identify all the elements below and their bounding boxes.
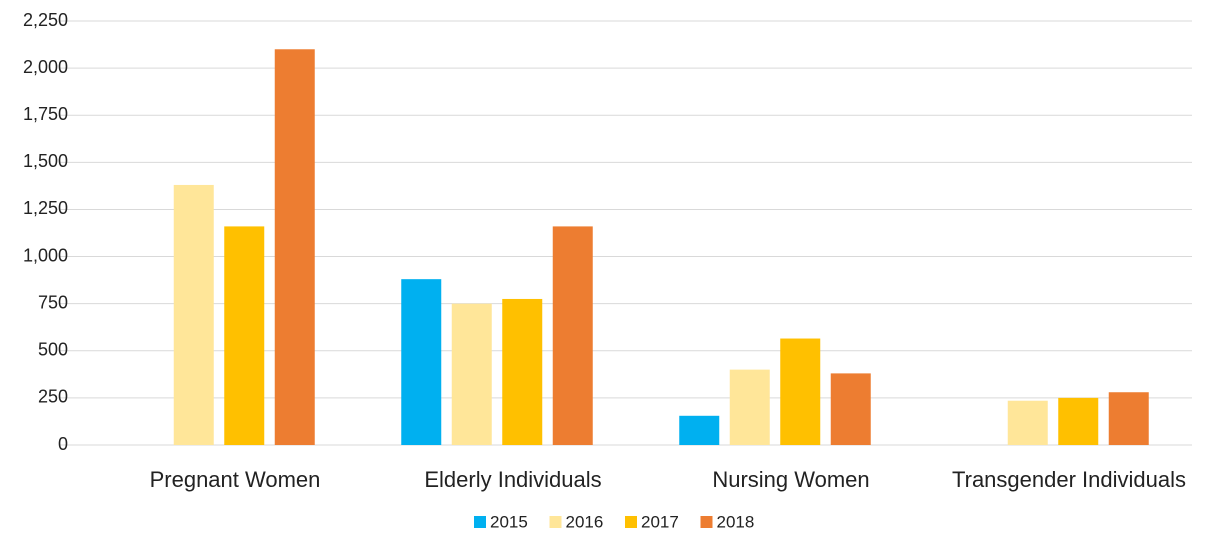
bar [451,303,492,445]
bar [729,369,770,445]
legend-label: 2017 [641,512,679,531]
x-tick-label: Transgender Individuals [952,467,1186,492]
y-tick-label: 500 [38,340,68,360]
bar [502,298,543,445]
y-tick-label: 250 [38,387,68,407]
legend-label: 2015 [490,512,528,531]
y-tick-label: 1,250 [23,198,68,218]
bar [401,279,442,445]
legend-swatch [549,516,562,528]
bar [552,226,593,445]
y-tick-label: 1,500 [23,151,68,171]
bar [1058,397,1099,445]
legend-swatch [474,516,486,528]
bar [173,184,214,446]
x-tick-label: Elderly Individuals [424,467,601,492]
bar [224,226,265,445]
y-tick-label: 2,000 [23,57,68,77]
x-tick-label: Nursing Women [712,467,869,492]
y-tick-label: 1,750 [23,104,68,124]
legend-swatch [625,516,637,528]
legend-swatch [700,516,713,528]
bar [1108,392,1149,445]
legend-label: 2016 [566,512,604,531]
legend-label: 2018 [717,512,755,531]
bar [830,373,871,445]
x-tick-label: Pregnant Women [150,467,321,492]
bar [679,415,720,445]
bar [274,49,315,446]
bar [1007,400,1048,445]
y-tick-label: 2,250 [23,10,68,30]
y-tick-label: 1,000 [23,245,68,265]
y-tick-label: 0 [58,434,68,454]
y-tick-label: 750 [38,292,68,312]
bar [780,338,821,445]
